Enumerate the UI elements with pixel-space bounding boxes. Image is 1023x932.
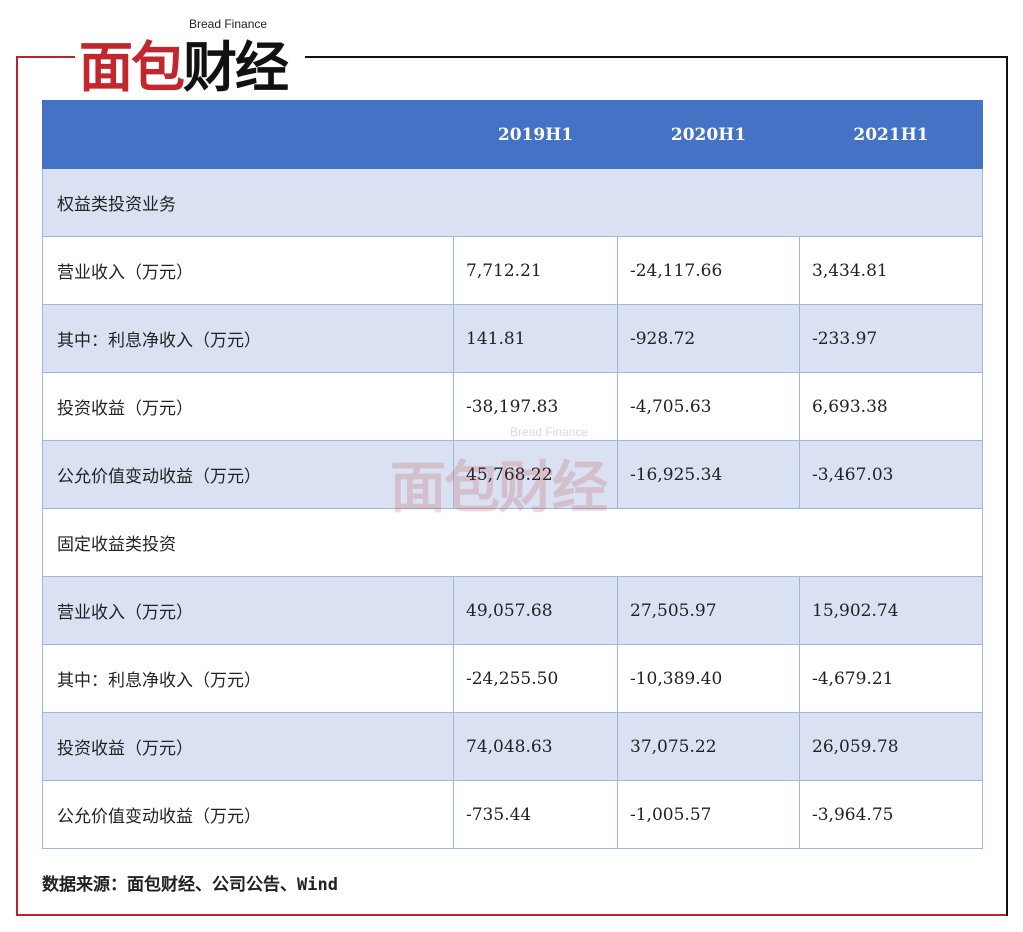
row-label: 其中：利息净收入（万元） [42, 644, 454, 713]
data-row: 其中：利息净收入（万元） 141.81 -928.72 -233.97 [42, 304, 983, 373]
frame-line [16, 56, 76, 58]
value-cell: 7,712.21 [453, 236, 618, 305]
logo: Bread Finance 面包财经 [75, 14, 305, 98]
section-title: 固定收益类投资 [42, 508, 983, 577]
frame-line [300, 56, 1008, 58]
value-cell: -24,255.50 [453, 644, 618, 713]
value-cell: 45,768.22 [453, 440, 618, 509]
logo-black: 财经 [183, 36, 289, 99]
header-cell: 2020H1 [617, 100, 800, 169]
value-cell: -3,467.03 [799, 440, 983, 509]
logo-text: 面包财经 [79, 36, 289, 99]
row-label: 营业收入（万元） [42, 236, 454, 305]
value-cell: -3,964.75 [799, 780, 983, 849]
data-row: 投资收益（万元） 74,048.63 37,075.22 26,059.78 [42, 712, 983, 781]
row-label: 投资收益（万元） [42, 712, 454, 781]
data-row: 营业收入（万元） 49,057.68 27,505.97 15,902.74 [42, 576, 983, 645]
data-table: 2019H1 2020H1 2021H1 权益类投资业务 营业收入（万元） 7,712.2… [42, 100, 983, 849]
data-row: 公允价值变动收益（万元） 45,768.22 -16,925.34 -3,467.03 [42, 440, 983, 509]
value-cell: -16,925.34 [617, 440, 800, 509]
value-cell: -24,117.66 [617, 236, 800, 305]
value-cell: -1,005.57 [617, 780, 800, 849]
row-label: 营业收入（万元） [42, 576, 454, 645]
value-cell: 37,075.22 [617, 712, 800, 781]
value-cell: 141.81 [453, 304, 618, 373]
row-label: 公允价值变动收益（万元） [42, 440, 454, 509]
logo-subtitle: Bread Finance [189, 17, 268, 31]
frame-line [16, 56, 18, 916]
value-cell: -928.72 [617, 304, 800, 373]
data-row: 公允价值变动收益（万元） -735.44 -1,005.57 -3,964.75 [42, 780, 983, 849]
value-cell: -735.44 [453, 780, 618, 849]
value-cell: 26,059.78 [799, 712, 983, 781]
data-row: 投资收益（万元） -38,197.83 -4,705.63 6,693.38 [42, 372, 983, 441]
source-note: 数据来源：面包财经、公司公告、Wind [42, 875, 338, 895]
value-cell: -38,197.83 [453, 372, 618, 441]
row-label: 投资收益（万元） [42, 372, 454, 441]
header-cell [42, 100, 454, 169]
row-label: 公允价值变动收益（万元） [42, 780, 454, 849]
value-cell: -10,389.40 [617, 644, 800, 713]
data-row: 营业收入（万元） 7,712.21 -24,117.66 3,434.81 [42, 236, 983, 305]
section-title: 权益类投资业务 [42, 168, 983, 237]
data-row: 其中：利息净收入（万元） -24,255.50 -10,389.40 -4,679.2… [42, 644, 983, 713]
logo-red: 面包 [79, 36, 185, 99]
header-row: 2019H1 2020H1 2021H1 [42, 100, 983, 169]
value-cell: 27,505.97 [617, 576, 800, 645]
value-cell: 49,057.68 [453, 576, 618, 645]
frame-line [1006, 56, 1008, 916]
value-cell: 74,048.63 [453, 712, 618, 781]
value-cell: -233.97 [799, 304, 983, 373]
value-cell: -4,679.21 [799, 644, 983, 713]
value-cell: 15,902.74 [799, 576, 983, 645]
header-cell: 2021H1 [799, 100, 983, 169]
value-cell: 6,693.38 [799, 372, 983, 441]
value-cell: 3,434.81 [799, 236, 983, 305]
section-row: 固定收益类投资 [42, 508, 983, 577]
row-label: 其中：利息净收入（万元） [42, 304, 454, 373]
section-row: 权益类投资业务 [42, 168, 983, 237]
value-cell: -4,705.63 [617, 372, 800, 441]
header-cell: 2019H1 [453, 100, 618, 169]
frame-line [16, 914, 1008, 916]
